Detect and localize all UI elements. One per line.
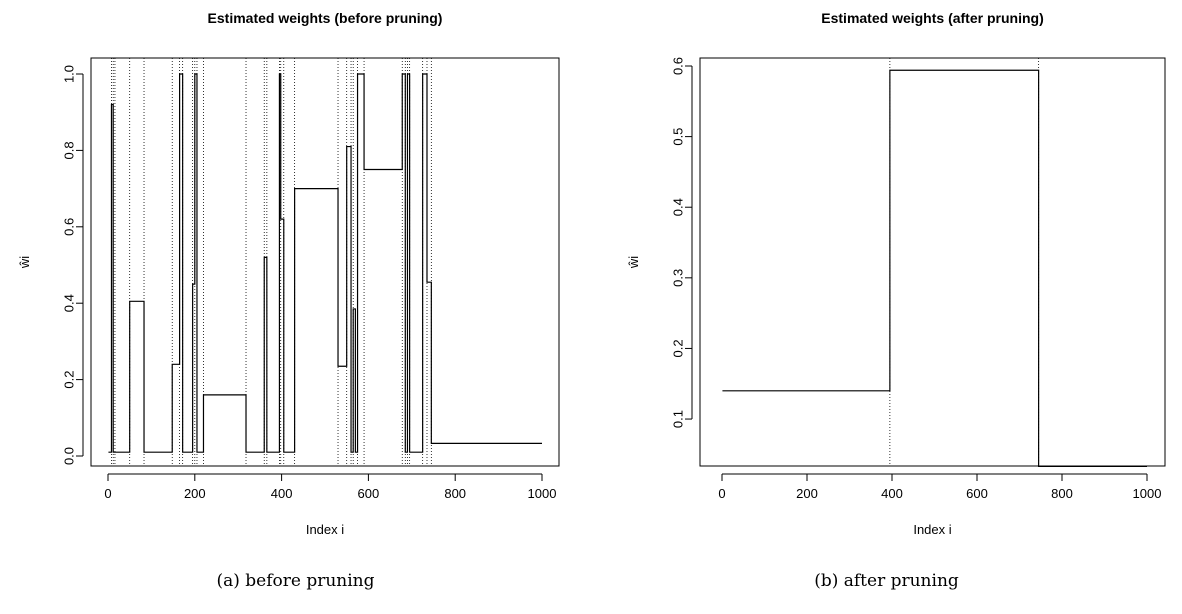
step-series-line xyxy=(108,73,542,453)
x-tick-label: 600 xyxy=(358,486,380,501)
y-tick-label: 0.1 xyxy=(670,410,685,428)
chart-title: Estimated weights (after pruning) xyxy=(821,10,1043,26)
x-tick-label: 1000 xyxy=(528,486,557,501)
x-tick-label: 200 xyxy=(184,486,206,501)
step-series-line xyxy=(722,69,1147,467)
y-tick-label: 0.4 xyxy=(61,294,76,312)
y-tick-label: 0.4 xyxy=(670,198,685,216)
y-tick-label: 1.0 xyxy=(61,65,76,83)
x-tick-label: 200 xyxy=(796,486,818,501)
y-tick-label: 0.2 xyxy=(61,371,76,389)
chart-title: Estimated weights (before pruning) xyxy=(208,10,443,26)
y-axis-label: ŵi xyxy=(626,256,641,269)
x-tick-label: 400 xyxy=(271,486,293,501)
y-axis-label: ŵi xyxy=(17,256,32,269)
caption-b: (b) after pruning xyxy=(814,571,959,591)
y-tick-label: 0.3 xyxy=(670,269,685,287)
x-tick-label: 400 xyxy=(881,486,903,501)
chart-before-pruning: Estimated weights (before pruning) 0 200 40… xyxy=(17,10,560,537)
x-tick-label: 800 xyxy=(444,486,466,501)
chart-after-pruning: Estimated weights (after pruning) 0 200 400… xyxy=(626,10,1166,537)
y-tick-label: 0.5 xyxy=(670,128,685,146)
y-tick-label: 0.6 xyxy=(61,218,76,236)
x-tick-label: 0 xyxy=(104,486,111,501)
x-tick-label: 600 xyxy=(966,486,988,501)
x-tick-label: 0 xyxy=(718,486,725,501)
y-tick-label: 0.2 xyxy=(670,339,685,357)
x-tick-label: 1000 xyxy=(1133,486,1162,501)
x-tick-label: 800 xyxy=(1051,486,1073,501)
plot-frame xyxy=(90,57,560,467)
x-axis-label: Index i xyxy=(306,522,344,537)
y-tick-label: 0.6 xyxy=(670,57,685,75)
y-tick-label: 0.0 xyxy=(61,447,76,465)
chart-panel-a: Estimated weights (before pruning) 0 200 40… xyxy=(17,10,560,591)
y-tick-label: 0.8 xyxy=(61,141,76,159)
caption-a: (a) before pruning xyxy=(216,571,375,591)
plot-frame xyxy=(699,57,1166,467)
chart-panel-b: Estimated weights (after pruning) 0 200 400… xyxy=(591,0,1182,614)
x-axis-label: Index i xyxy=(913,522,951,537)
